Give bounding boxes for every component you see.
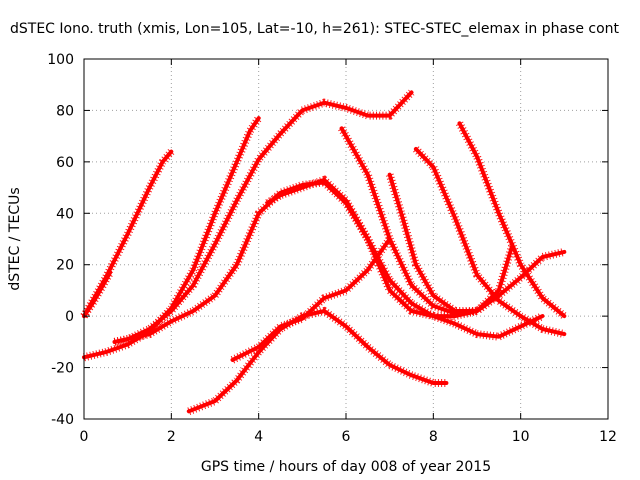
x-tick-label: 6 [342,429,351,445]
series-markers [187,306,447,416]
series-line [186,309,449,414]
y-tick-label: -20 [51,361,74,377]
series-layer [80,89,567,416]
series-line [112,90,414,344]
x-tick-label: 2 [167,429,176,445]
series-line [339,126,567,316]
series-markers [113,89,415,346]
y-tick-label: 60 [56,155,74,171]
series-markers [265,175,545,341]
y-tick-label: 80 [56,103,74,119]
x-tick-label: 4 [254,429,263,445]
series-markers [83,115,263,362]
chart-title: dSTEC Iono. truth (xmis, Lon=105, Lat=-1… [10,21,620,37]
series-markers [338,126,566,318]
series-line [230,237,392,362]
grid [84,59,608,419]
series-markers [80,149,175,319]
x-tick-label: 12 [599,429,617,445]
series-markers [455,121,567,320]
y-tick-label: 100 [47,52,74,68]
x-tick-label: 8 [429,429,438,445]
x-axis-label: GPS time / hours of day 008 of year 2015 [201,459,491,475]
y-tick-label: 0 [65,309,74,325]
y-tick-label: 20 [56,258,74,274]
y-tick-label: 40 [56,206,74,222]
series-markers [230,236,393,364]
y-tick-label: -40 [51,412,74,428]
series-line [413,147,567,337]
y-axis-label: dSTEC / TECUs [7,187,23,290]
x-tick-label: 10 [512,429,530,445]
x-tick-label: 0 [80,429,89,445]
series-markers [113,178,478,346]
ticks: 0 2 4 6 8 10 12 -40 -20 0 20 40 60 80 100 [47,52,617,445]
